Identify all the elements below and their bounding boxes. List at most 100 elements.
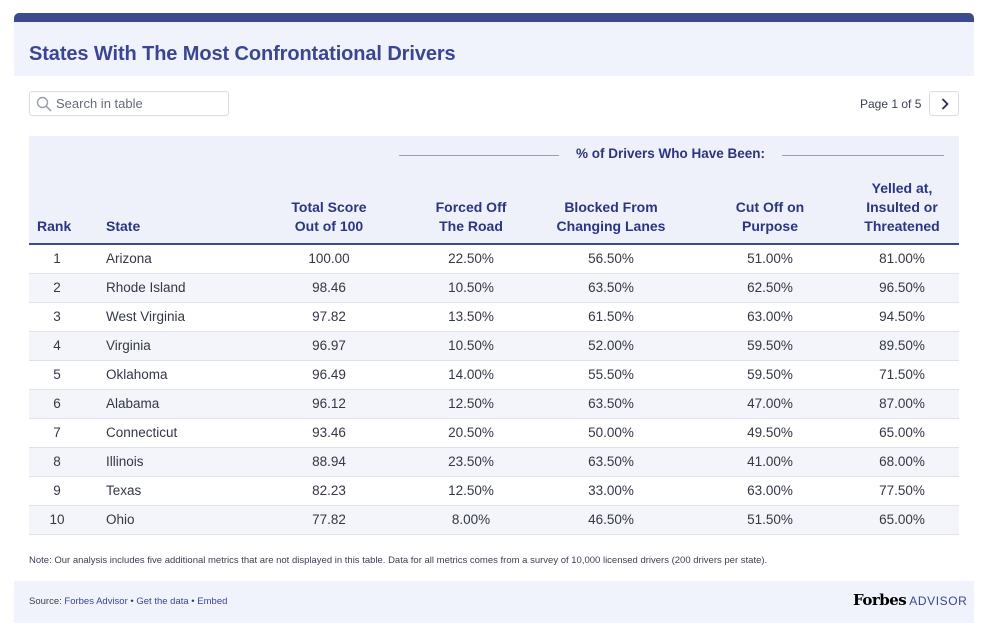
- column-header-blocked[interactable]: Blocked From Changing Lanes: [531, 198, 691, 236]
- top-accent-bar: [14, 13, 974, 22]
- column-header-label: Total Score: [291, 199, 367, 215]
- cell-rank: 5: [53, 367, 61, 382]
- cell-state: Rhode Island: [106, 280, 186, 295]
- search-icon: [36, 96, 52, 112]
- table-row: 10 Ohio 77.82 8.00% 46.50% 51.50% 65.00%: [29, 506, 959, 535]
- cell-rank: 2: [53, 280, 61, 295]
- cell-yelled: 94.50%: [879, 309, 925, 324]
- cell-score: 82.23: [312, 483, 346, 498]
- column-header-label: Yelled at,: [871, 180, 933, 196]
- page-indicator: Page 1 of 5: [860, 97, 922, 111]
- column-header-label: Threatened: [864, 218, 940, 234]
- column-header-rank[interactable]: Rank: [37, 217, 71, 236]
- cell-rank: 4: [53, 338, 61, 353]
- cell-forced: 22.50%: [448, 251, 494, 266]
- footer-separator: •: [188, 596, 198, 607]
- cell-cut: 63.00%: [747, 483, 793, 498]
- cell-score: 88.94: [312, 454, 346, 469]
- cell-cut: 59.50%: [747, 338, 793, 353]
- cell-yelled: 71.50%: [879, 367, 925, 382]
- column-header-cut-off[interactable]: Cut Off on Purpose: [690, 198, 850, 236]
- cell-forced: 12.50%: [448, 396, 494, 411]
- cell-state: Ohio: [106, 512, 135, 527]
- cell-blocked: 63.50%: [588, 280, 634, 295]
- cell-forced: 10.50%: [448, 280, 494, 295]
- cell-cut: 51.50%: [747, 512, 793, 527]
- cell-yelled: 65.00%: [879, 425, 925, 440]
- get-data-link[interactable]: Get the data: [136, 596, 189, 607]
- column-header-yelled-at[interactable]: Yelled at, Insulted or Threatened: [822, 179, 982, 236]
- cell-forced: 10.50%: [448, 338, 494, 353]
- table-row: 8 Illinois 88.94 23.50% 63.50% 41.00% 68.00%: [29, 448, 959, 477]
- group-header-line-left: [399, 155, 559, 156]
- next-page-button[interactable]: [929, 91, 959, 116]
- table-row: 3 West Virginia 97.82 13.50% 61.50% 63.00% 94.…: [29, 303, 959, 332]
- cell-state: Alabama: [106, 396, 160, 411]
- cell-blocked: 33.00%: [588, 483, 634, 498]
- column-header-label: Purpose: [741, 218, 798, 234]
- table-row: 6 Alabama 96.12 12.50% 63.50% 47.00% 87.00%: [29, 390, 959, 419]
- cell-score: 93.46: [312, 425, 346, 440]
- column-header-label: Cut Off on: [735, 199, 805, 215]
- cell-blocked: 52.00%: [588, 338, 634, 353]
- cell-forced: 8.00%: [451, 512, 491, 527]
- cell-cut: 62.50%: [747, 280, 793, 295]
- cell-state: Illinois: [106, 454, 144, 469]
- cell-score: 98.46: [312, 280, 346, 295]
- cell-score: 96.97: [312, 338, 346, 353]
- cell-yelled: 89.50%: [879, 338, 925, 353]
- cell-score: 96.49: [312, 367, 346, 382]
- table-row: 9 Texas 82.23 12.50% 33.00% 63.00% 77.50%: [29, 477, 959, 506]
- cell-score: 100.00: [308, 251, 350, 266]
- cell-forced: 13.50%: [448, 309, 494, 324]
- widget-footer: Source: Forbes Advisor • Get the data • …: [14, 581, 974, 623]
- column-header-label: State: [106, 218, 141, 234]
- table-row: 4 Virginia 96.97 10.50% 52.00% 59.50% 89.50%: [29, 332, 959, 361]
- forbes-advisor-logo: Forbes ADVISOR: [853, 591, 967, 610]
- cell-state: Texas: [106, 483, 142, 498]
- table-row: 2 Rhode Island 98.46 10.50% 63.50% 62.50% 96.5…: [29, 274, 959, 303]
- brand-forbes: Forbes: [853, 591, 907, 609]
- table-header: % of Drivers Who Have Been: Rank State T…: [29, 136, 959, 245]
- source-prefix: Source:: [29, 596, 65, 607]
- cell-forced: 20.50%: [448, 425, 494, 440]
- widget-header: States With The Most Confrontational Dri…: [14, 22, 974, 76]
- cell-state: Virginia: [106, 338, 151, 353]
- cell-rank: 6: [53, 396, 61, 411]
- embed-link[interactable]: Embed: [197, 596, 228, 607]
- table-row: 1 Arizona 100.00 22.50% 56.50% 51.00% 81.00%: [29, 245, 959, 274]
- column-header-state[interactable]: State: [106, 217, 140, 236]
- cell-score: 97.82: [312, 309, 346, 324]
- cell-blocked: 55.50%: [588, 367, 634, 382]
- cell-yelled: 81.00%: [879, 251, 925, 266]
- search-input[interactable]: [56, 94, 224, 113]
- table-widget: States With The Most Confrontational Dri…: [14, 13, 974, 623]
- column-header-label: Out of 100: [294, 218, 364, 234]
- cell-rank: 1: [53, 251, 61, 266]
- column-header-label: Rank: [37, 218, 72, 234]
- cell-state: Oklahoma: [106, 367, 168, 382]
- column-header-forced-off[interactable]: Forced Off The Road: [391, 198, 551, 236]
- search-box[interactable]: [29, 91, 229, 116]
- cell-blocked: 50.00%: [588, 425, 634, 440]
- cell-yelled: 87.00%: [879, 396, 925, 411]
- cell-rank: 8: [53, 454, 61, 469]
- cell-state: Connecticut: [106, 425, 178, 440]
- cell-cut: 41.00%: [747, 454, 793, 469]
- column-header-label: The Road: [439, 218, 503, 234]
- source-link[interactable]: Forbes Advisor: [64, 596, 128, 607]
- cell-rank: 9: [53, 483, 61, 498]
- cell-blocked: 46.50%: [588, 512, 634, 527]
- cell-cut: 51.00%: [747, 251, 793, 266]
- table-row: 5 Oklahoma 96.49 14.00% 55.50% 59.50% 71.50%: [29, 361, 959, 390]
- brand-advisor: ADVISOR: [909, 594, 968, 608]
- column-header-total-score[interactable]: Total Score Out of 100: [249, 198, 409, 236]
- cell-yelled: 65.00%: [879, 512, 925, 527]
- widget-title: States With The Most Confrontational Dri…: [29, 43, 456, 65]
- column-header-label: Changing Lanes: [556, 218, 666, 234]
- cell-blocked: 56.50%: [588, 251, 634, 266]
- column-header-label: Forced Off: [435, 199, 507, 215]
- cell-yelled: 68.00%: [879, 454, 925, 469]
- cell-forced: 23.50%: [448, 454, 494, 469]
- table-row: 7 Connecticut 93.46 20.50% 50.00% 49.50% 65.00…: [29, 419, 959, 448]
